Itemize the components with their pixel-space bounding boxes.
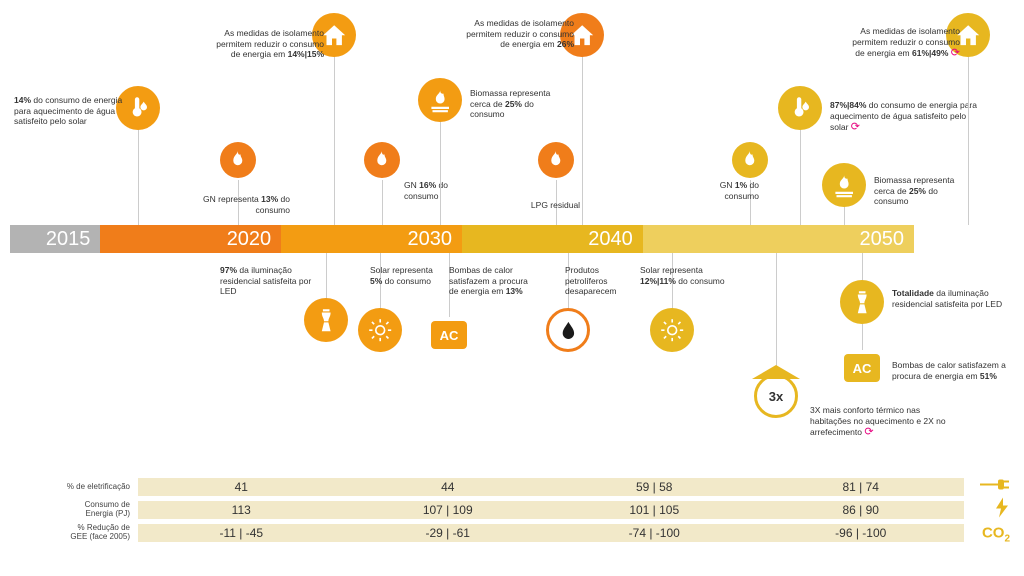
- node-label: Biomassa representa cerca de 25% do cons…: [470, 88, 565, 120]
- flame-icon: [220, 142, 256, 178]
- row-cell: -74 | -100: [551, 526, 758, 540]
- sun-icon: [650, 308, 694, 352]
- node-label: As medidas de isolamento permitem reduzi…: [850, 26, 960, 61]
- stem: [334, 55, 335, 225]
- node-label: Totalidade da iluminação residencial sat…: [892, 288, 1012, 309]
- timeline-seg-2020: 2020: [100, 225, 281, 253]
- row-cell: 81 | 74: [758, 480, 965, 494]
- row-bar: 113107 | 109101 | 10586 | 90: [138, 501, 964, 519]
- node-label: Produtos petrolíferos desaparecem: [565, 265, 635, 297]
- timeline-seg-2050: 2050: [643, 225, 914, 253]
- table-row: % de eletrificação414459 | 5881 | 74: [60, 478, 964, 496]
- stem: [968, 55, 969, 225]
- stem: [776, 253, 777, 378]
- timeline-seg-2040: 2040: [462, 225, 643, 253]
- row-cell: 44: [345, 480, 552, 494]
- stem: [440, 120, 441, 225]
- node-label: Solar representa 12%|11% do consumo: [640, 265, 735, 286]
- row-cell: 59 | 58: [551, 480, 758, 494]
- node-label: GN 16% do consumo: [404, 180, 464, 201]
- node-label: Bombas de calor satisfazem a procura de …: [449, 265, 534, 297]
- bolt-icon: [994, 498, 1010, 523]
- table-row: Consumo de Energia (PJ)113107 | 109101 |…: [60, 501, 964, 519]
- row-cell: 86 | 90: [758, 503, 965, 517]
- node-label: 14% do consumo de energia para aquecimen…: [14, 95, 124, 127]
- summary-table: % de eletrificação414459 | 5881 | 74Cons…: [60, 478, 964, 547]
- co2-icon: CO2: [982, 522, 1010, 545]
- timeline-seg-2015: 2015: [10, 225, 100, 253]
- oil-drop-icon: [546, 308, 590, 352]
- plug-icon: [980, 477, 1010, 498]
- flame-icon: [364, 142, 400, 178]
- row-cell: 113: [138, 503, 345, 517]
- row-bar: -11 | -45-29 | -61-74 | -100-96 | -100CO…: [138, 524, 964, 542]
- row-cell: 107 | 109: [345, 503, 552, 517]
- stem: [800, 128, 801, 225]
- node-label: Biomassa representa cerca de 25% do cons…: [874, 175, 974, 207]
- row-cell: -29 | -61: [345, 526, 552, 540]
- timeline-bar: 20152020203020402050: [10, 225, 914, 253]
- node-label: 97% da iluminação residencial satisfeita…: [220, 265, 330, 297]
- row-cell: -11 | -45: [138, 526, 345, 540]
- node-label: LPG residual: [523, 200, 588, 211]
- bulb-icon: [304, 298, 348, 342]
- flame-icon: [732, 142, 768, 178]
- node-label: GN 1% do consumo: [704, 180, 759, 201]
- node-label: 87%|84% do consumo de energia para aquec…: [830, 100, 980, 135]
- row-cell: 101 | 105: [551, 503, 758, 517]
- timeline-seg-2030: 2030: [281, 225, 462, 253]
- 3x-house-icon: 3x: [754, 374, 798, 418]
- node-label: As medidas de isolamento permitem reduzi…: [214, 28, 324, 60]
- node-label: GN representa 13% do consumo: [190, 194, 290, 215]
- fire-logs-icon: [822, 163, 866, 207]
- stem: [844, 205, 845, 225]
- node-label: Solar representa 5% do consumo: [370, 265, 440, 286]
- bulb-icon: [840, 280, 884, 324]
- row-label: % Redução de GEE (face 2005): [60, 524, 138, 542]
- row-cell: 41: [138, 480, 345, 494]
- node-label: As medidas de isolamento permitem reduzi…: [462, 18, 574, 50]
- flame-icon: [538, 142, 574, 178]
- table-row: % Redução de GEE (face 2005)-11 | -45-29…: [60, 524, 964, 542]
- row-bar: 414459 | 5881 | 74: [138, 478, 964, 496]
- row-cell: -96 | -100: [758, 526, 965, 540]
- node-label: Bombas de calor satisfazem a procura de …: [892, 360, 1012, 381]
- row-label: Consumo de Energia (PJ): [60, 501, 138, 519]
- node-label: 3X mais conforto térmico nas habitações …: [810, 405, 950, 440]
- AC-icon: AC: [431, 321, 467, 349]
- row-label: % de eletrificação: [60, 483, 138, 492]
- thermo-drop-icon: [778, 86, 822, 130]
- stem: [382, 180, 383, 225]
- sun-icon: [358, 308, 402, 352]
- stem: [138, 128, 139, 225]
- fire-logs-icon: [418, 78, 462, 122]
- AC-icon: AC: [844, 354, 880, 382]
